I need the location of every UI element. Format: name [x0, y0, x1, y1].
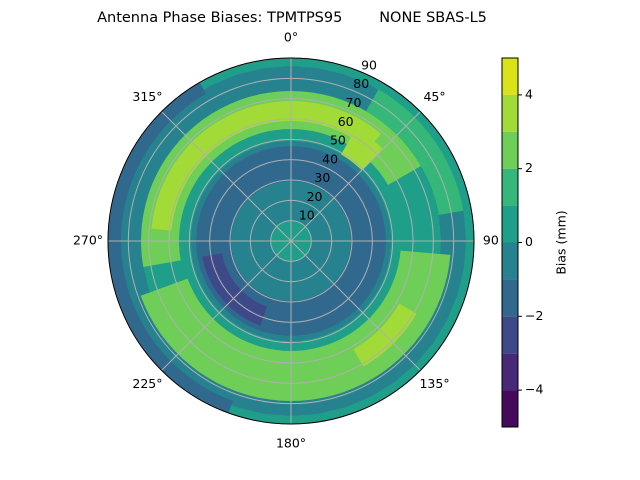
contour-band	[202, 253, 268, 326]
colorbar-band	[502, 168, 518, 206]
contour-band	[108, 82, 233, 413]
colorbar-band	[502, 242, 518, 280]
r-tick-label: 10	[299, 208, 315, 223]
theta-tick-label: 225°	[132, 376, 162, 391]
colorbar-tick-label: −2	[525, 308, 543, 323]
r-tick-label: 30	[314, 170, 330, 185]
colorbar-tick-label: 0	[525, 234, 533, 249]
chart-title: Antenna Phase Biases: TPMTPS95 NONE SBAS…	[97, 10, 487, 26]
theta-grid-line	[290, 111, 421, 242]
colorbar-tick-label: 2	[525, 160, 533, 175]
theta-tick-label: 135°	[419, 376, 449, 391]
theta-grid-line	[161, 111, 292, 242]
polar-grid: 1020304050607080900°45°90°135°180°225°27…	[73, 30, 505, 451]
r-tick-label: 60	[338, 114, 354, 129]
theta-tick-label: 270°	[73, 233, 103, 248]
colorbar-band	[502, 205, 518, 243]
colorbar-band	[502, 94, 518, 132]
colorbar: −4 −2 0 2 4 Bias (mm)	[498, 54, 569, 431]
r-tick-label: 50	[330, 133, 346, 148]
theta-tick-label: 180°	[276, 436, 306, 451]
colorbar-band	[502, 390, 518, 427]
colorbar-tick-label: 4	[525, 86, 533, 101]
colorbar-band	[502, 279, 518, 317]
theta-tick-label: 45°	[423, 89, 445, 104]
theta-tick-label: 315°	[132, 89, 162, 104]
colorbar-band	[502, 58, 518, 95]
r-tick-label: 80	[353, 76, 369, 91]
colorbar-band	[502, 131, 518, 169]
colorbar-label: Bias (mm)	[554, 210, 569, 274]
theta-grid-line	[290, 240, 421, 371]
polar-frame	[107, 57, 475, 425]
colorbar-tick-label: −4	[525, 382, 543, 397]
theta-tick-label: 0°	[284, 30, 298, 45]
r-tick-label: 70	[346, 95, 362, 110]
contour-band	[151, 101, 381, 231]
r-tick-label: 40	[322, 151, 338, 166]
theta-grid-line	[161, 240, 292, 371]
contour-band	[366, 89, 464, 215]
r-tick-label: 90	[361, 57, 377, 72]
r-tick-label: 20	[307, 189, 323, 204]
colorbar-band	[502, 316, 518, 354]
colorbar-band	[502, 353, 518, 391]
